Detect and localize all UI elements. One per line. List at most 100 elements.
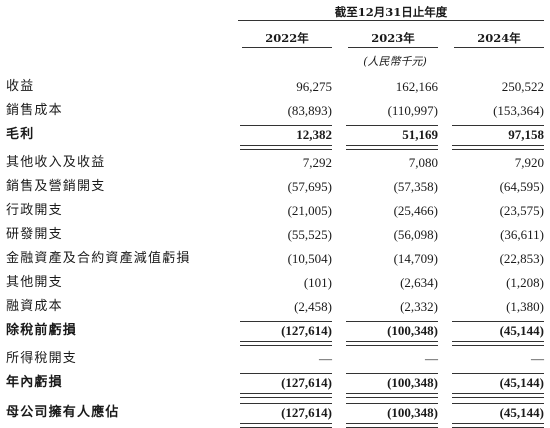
total-double-rule [240,341,332,346]
subtotal-rule [346,125,438,126]
row-label: 其他收入及收益 [6,152,232,174]
value-cell-2023: (57,358) [393,179,438,194]
table-row-income-tax: 所得稅開支 — — — [0,348,550,370]
subtotal-rule [346,403,438,404]
row-label: 年內虧損 [6,372,232,394]
total-double-rule [240,145,332,150]
row-label: 其他開支 [6,272,232,294]
value-cell-2023: (2,634) [400,275,438,290]
row-label: 所得稅開支 [6,348,232,370]
dot-leader [6,139,232,140]
total-double-rule [240,393,332,398]
row-label-text: 融資成本 [6,299,65,314]
total-double-rule [240,423,332,428]
value-cell-2022: 12,382 [296,127,332,142]
year-rule [454,47,544,48]
year-header-2022: 2022年 [265,31,309,45]
value-cell-2023: (100,348) [387,405,438,420]
value-cell-2023: (100,348) [387,323,438,338]
value-cell-2023: (14,709) [393,251,438,266]
value-cell-2024: (22,853) [499,251,544,266]
table-row-other-expenses: 其他開支 (101) (2,634) (1,208) [0,272,550,294]
total-double-rule [452,393,544,398]
row-label: 母公司擁有人應佔 [6,402,232,424]
year-rule [348,47,438,48]
value-cell-2024: 250,522 [501,79,544,94]
value-cell-2023: 7,080 [408,155,438,170]
row-label-text: 其他開支 [6,275,65,290]
value-cell-2022: (10,504) [287,251,332,266]
row-label-text: 其他收入及收益 [6,155,108,170]
total-double-rule [452,423,544,428]
value-cell-2024: (1,380) [506,299,544,314]
value-cell-2022: (57,695) [287,179,332,194]
row-label: 融資成本 [6,296,232,318]
row-label: 毛利 [6,124,232,146]
table-row-loss-for-year: 年內虧損 (127,614) (100,348) (45,144) [0,372,550,394]
row-label-text: 研發開支 [6,227,65,242]
row-label-text: 年內虧損 [6,375,65,390]
value-cell-2022: 96,275 [296,79,332,94]
value-cell-2023: (56,098) [393,227,438,242]
row-label-text: 銷售成本 [6,103,65,118]
value-cell-2022: (101) [303,275,332,290]
total-double-rule [452,145,544,150]
value-cell-2022: (83,893) [287,103,332,118]
subtotal-rule [346,373,438,374]
year-header-2024: 2024年 [477,31,521,45]
row-label-text: 銷售及營銷開支 [6,179,108,194]
value-cell-2023: 162,166 [395,79,438,94]
value-cell-2024: 7,920 [514,155,544,170]
total-double-rule [452,341,544,346]
value-cell-2022: (127,614) [281,375,332,390]
value-cell-2022: 7,292 [302,155,332,170]
row-label-text: 金融資產及合約資產減值虧損 [6,251,193,266]
value-cell-2024: (23,575) [499,203,544,218]
row-label-text: 除稅前虧損 [6,323,80,338]
table-row-attributable-to-owners: 母公司擁有人應佔 (127,614) (100,348) (45,144) [0,402,550,424]
subtotal-rule [452,403,544,404]
value-cell-2022: (127,614) [281,405,332,420]
table-row-selling-expenses: 銷售及營銷開支 (57,695) (57,358) (64,595) [0,176,550,198]
subtotal-rule [240,321,332,322]
value-cell-2024: (45,144) [499,405,544,420]
total-double-rule [346,393,438,398]
row-label-text: 收益 [6,79,37,94]
total-double-rule [346,423,438,428]
value-cell-2024: (1,208) [506,275,544,290]
subtotal-rule [452,373,544,374]
table-row-gross-profit: 毛利 12,382 51,169 97,158 [0,124,550,146]
value-cell-2024: (36,611) [500,227,544,242]
subtotal-rule [240,125,332,126]
table-row-finance-costs: 融資成本 (2,458) (2,332) (1,380) [0,296,550,318]
value-cell-2023: 51,169 [402,127,438,142]
unit-note: (人民幣千元) [363,55,427,68]
table-row-rd-expenses: 研發開支 (55,525) (56,098) (36,611) [0,224,550,246]
value-cell-2023: (2,332) [400,299,438,314]
value-cell-2023: (25,466) [393,203,438,218]
value-cell-2024: (64,595) [499,179,544,194]
year-header-2023: 2023年 [371,31,415,45]
subtotal-rule [240,373,332,374]
row-label: 收益 [6,76,232,98]
table-row-admin-expenses: 行政開支 (21,005) (25,466) (23,575) [0,200,550,222]
value-cell-2022: — [319,351,332,366]
row-label: 銷售成本 [6,100,232,122]
subtotal-rule [240,403,332,404]
table-row-revenue: 收益 96,275 162,166 250,522 [0,76,550,98]
period-header: 截至12月31日止年度 [334,5,448,19]
row-label-text: 毛利 [6,127,37,142]
total-double-rule [346,145,438,150]
table-row-cost-of-sales: 銷售成本 (83,893) (110,997) (153,364) [0,100,550,122]
total-double-rule [346,341,438,346]
value-cell-2023: — [425,351,438,366]
value-cell-2022: (55,525) [287,227,332,242]
value-cell-2024: — [531,351,544,366]
row-label: 研發開支 [6,224,232,246]
subtotal-rule [452,125,544,126]
value-cell-2022: (21,005) [287,203,332,218]
table-row-loss-before-tax: 除稅前虧損 (127,614) (100,348) (45,144) [0,320,550,342]
row-label: 除稅前虧損 [6,320,232,342]
value-cell-2024: 97,158 [508,127,544,142]
value-cell-2023: (100,348) [387,375,438,390]
